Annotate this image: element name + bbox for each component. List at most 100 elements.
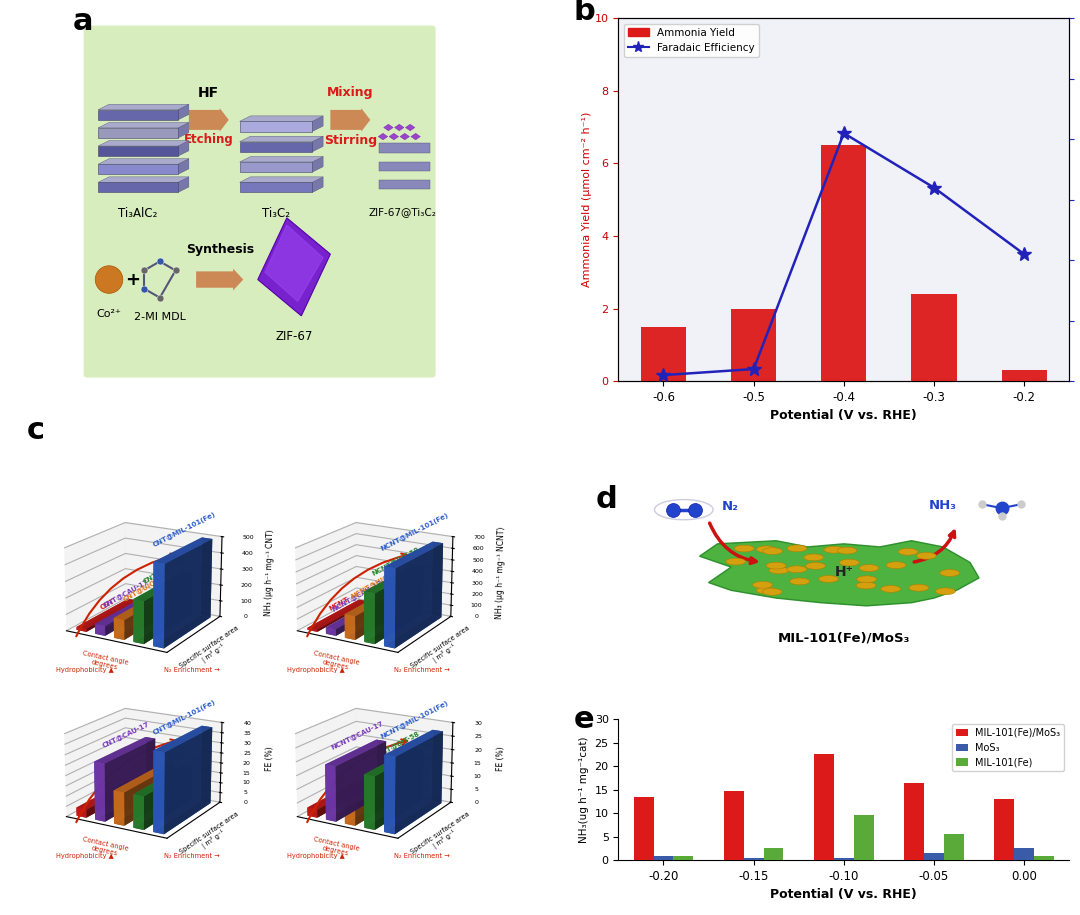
Circle shape [806,563,825,569]
Circle shape [762,548,782,554]
Bar [634,797,653,860]
FancyBboxPatch shape [98,182,178,192]
Polygon shape [378,134,388,140]
Circle shape [935,587,956,595]
Text: c: c [27,416,45,446]
Bar [814,754,834,860]
Bar [853,815,874,860]
Polygon shape [178,104,189,120]
Y-axis label: Specific surface area
| m² g⁻¹: Specific surface area | m² g⁻¹ [409,625,475,676]
Text: N₂ Enrichment →: N₂ Enrichment → [394,667,450,673]
Text: H⁺: H⁺ [835,565,853,578]
Text: Hydrophobicity ▲: Hydrophobicity ▲ [286,854,345,859]
Circle shape [856,576,877,583]
Circle shape [762,588,782,596]
Circle shape [787,545,807,552]
FancyBboxPatch shape [98,128,178,138]
Circle shape [766,562,786,569]
Circle shape [940,569,960,576]
Bar [653,856,674,860]
Text: NH₃: NH₃ [929,499,957,511]
Y-axis label: Ammonia Yield (μmol cm⁻² h⁻¹): Ammonia Yield (μmol cm⁻² h⁻¹) [582,112,592,287]
Polygon shape [240,116,323,122]
Circle shape [824,546,843,554]
Circle shape [909,585,929,591]
Text: ZIF-67@Ti₃C₂: ZIF-67@Ti₃C₂ [369,207,437,217]
Text: Ti₃AlC₂: Ti₃AlC₂ [119,207,158,220]
Circle shape [839,559,860,566]
Y-axis label: NH₃(ug h⁻¹ mg⁻¹cat): NH₃(ug h⁻¹ mg⁻¹cat) [579,737,589,843]
Bar [912,294,957,382]
Polygon shape [178,141,189,156]
Text: N₂: N₂ [723,501,739,513]
FancyBboxPatch shape [83,26,435,378]
Bar [674,856,693,860]
X-axis label: Contact angle
degrees: Contact angle degrees [312,651,360,673]
Bar [731,308,777,382]
FancyBboxPatch shape [379,144,430,153]
X-axis label: Contact angle
degrees: Contact angle degrees [81,836,130,858]
Circle shape [859,565,879,571]
Text: d: d [596,485,618,514]
Polygon shape [265,225,323,301]
Polygon shape [383,124,393,131]
Circle shape [887,562,906,568]
Polygon shape [312,136,323,152]
Circle shape [753,581,772,588]
Circle shape [726,558,745,565]
Polygon shape [98,141,189,146]
Bar [744,857,764,860]
Polygon shape [700,541,980,606]
Polygon shape [240,136,323,142]
Bar [904,782,924,860]
Polygon shape [312,156,323,172]
FancyArrow shape [189,108,229,132]
Bar [924,853,944,860]
Circle shape [856,582,876,589]
Text: N₂ Enrichment →: N₂ Enrichment → [163,667,219,673]
Circle shape [756,587,777,594]
Text: Stirring: Stirring [324,135,377,147]
Bar [1001,371,1047,382]
Text: e: e [573,705,594,734]
Polygon shape [98,177,189,182]
Text: Hydrophobicity ▲: Hydrophobicity ▲ [55,667,113,673]
FancyBboxPatch shape [379,179,430,188]
Text: Hydrophobicity ▲: Hydrophobicity ▲ [55,854,113,859]
FancyBboxPatch shape [240,182,312,192]
Bar [724,791,744,860]
Bar [1034,856,1054,860]
Text: Hydrophobicity ▲: Hydrophobicity ▲ [286,667,345,673]
Text: Synthesis: Synthesis [186,243,254,256]
Bar [944,834,963,860]
Circle shape [917,553,936,559]
Text: MIL-101(Fe)/MoS₃: MIL-101(Fe)/MoS₃ [778,631,910,645]
Circle shape [789,578,810,585]
FancyBboxPatch shape [240,142,312,152]
Polygon shape [178,158,189,175]
Text: Ti₃C₂: Ti₃C₂ [262,207,289,220]
Polygon shape [312,177,323,192]
Text: a: a [72,7,93,37]
Circle shape [756,546,777,553]
Polygon shape [178,123,189,138]
Polygon shape [394,124,404,131]
X-axis label: Potential (V vs. RHE): Potential (V vs. RHE) [770,888,917,901]
Circle shape [769,567,788,574]
Circle shape [837,547,856,554]
Y-axis label: Specific surface area
| m² g⁻¹: Specific surface area | m² g⁻¹ [178,811,245,862]
Polygon shape [240,156,323,162]
Circle shape [899,548,918,555]
Y-axis label: Specific surface area
| m² g⁻¹: Specific surface area | m² g⁻¹ [178,625,245,676]
Text: b: b [573,0,595,26]
FancyBboxPatch shape [98,110,178,120]
Bar [640,327,686,382]
Polygon shape [405,124,415,131]
Polygon shape [258,218,330,316]
Bar [834,858,853,860]
Text: +: + [125,271,140,288]
Polygon shape [240,177,323,182]
Circle shape [95,265,123,294]
X-axis label: Contact angle
degrees: Contact angle degrees [312,836,360,858]
Bar [1014,848,1034,860]
